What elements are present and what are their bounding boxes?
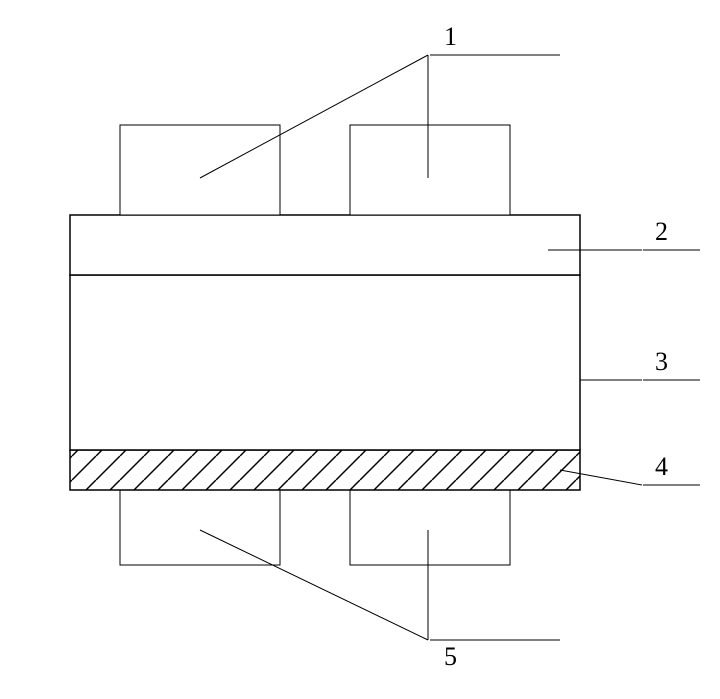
- bottom-block-left: [120, 490, 280, 565]
- top-block-left: [120, 125, 280, 215]
- label-2: 2: [655, 217, 668, 246]
- label-1: 1: [444, 22, 457, 51]
- layer-3: [70, 275, 580, 450]
- label-5: 5: [444, 642, 457, 671]
- layer-2: [70, 215, 580, 275]
- label-3: 3: [655, 347, 668, 376]
- bottom-block-right: [350, 490, 510, 565]
- callout-3: 3: [580, 347, 700, 380]
- layer-4: [70, 450, 580, 490]
- callout-4: 4: [560, 452, 700, 485]
- label-4: 4: [655, 452, 668, 481]
- top-block-right: [350, 125, 510, 215]
